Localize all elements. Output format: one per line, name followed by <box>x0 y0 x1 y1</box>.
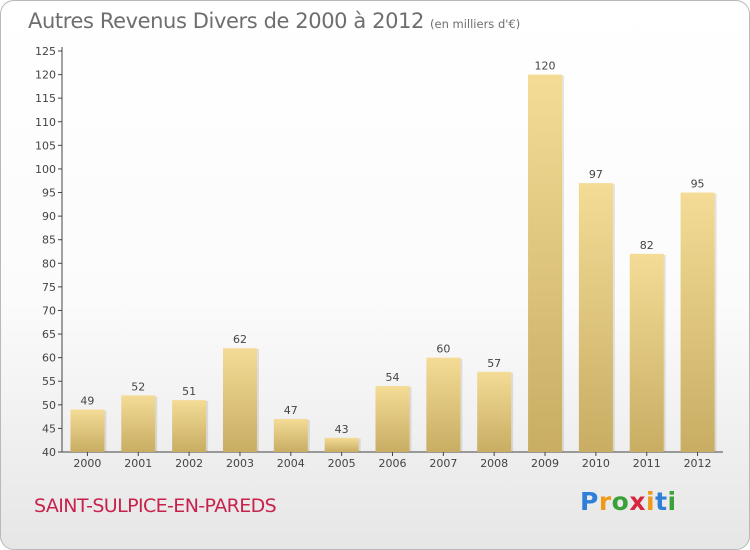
y-tick-label: 90 <box>42 210 56 223</box>
bar-2011 <box>629 253 664 452</box>
x-tick-label-2006: 2006 <box>379 457 407 470</box>
x-tick-label-2009: 2009 <box>531 457 559 470</box>
chart-subtitle: (en milliers d'€) <box>430 17 521 31</box>
bar-2000 <box>70 409 105 452</box>
value-label-2012: 95 <box>691 178 705 191</box>
y-tick-label: 45 <box>42 422 56 435</box>
y-tick-label: 40 <box>42 446 56 459</box>
x-tick-label-2010: 2010 <box>582 457 610 470</box>
chart-title: Autres Revenus Divers de 2000 à 2012 (en … <box>28 9 521 33</box>
x-tick-label-2001: 2001 <box>124 457 152 470</box>
value-label-2011: 82 <box>640 239 654 252</box>
x-tick-label-2005: 2005 <box>328 457 356 470</box>
x-tick-label-2011: 2011 <box>633 457 661 470</box>
bar-2008 <box>477 371 512 452</box>
y-tick-label: 125 <box>35 45 56 58</box>
y-tick-label: 65 <box>42 328 56 341</box>
y-tick-label: 85 <box>42 234 56 247</box>
y-tick-label: 100 <box>35 163 56 176</box>
value-label-2004: 47 <box>284 404 298 417</box>
bar-2012 <box>680 192 715 452</box>
value-label-2000: 49 <box>80 395 94 408</box>
logo-letter: o <box>611 487 630 516</box>
value-label-2008: 57 <box>487 357 501 370</box>
y-tick-label: 60 <box>42 352 56 365</box>
y-tick-label: 95 <box>42 187 56 200</box>
y-tick-label: 110 <box>35 116 56 129</box>
logo-letter: t <box>655 487 668 516</box>
bar-2006 <box>375 385 410 452</box>
value-label-2005: 43 <box>335 423 349 436</box>
y-tick-label: 55 <box>42 375 56 388</box>
x-tick-label-2003: 2003 <box>226 457 254 470</box>
value-label-2009: 120 <box>535 60 556 73</box>
value-label-2001: 52 <box>131 380 145 393</box>
x-tick-label-2004: 2004 <box>277 457 305 470</box>
x-tick-label-2008: 2008 <box>480 457 508 470</box>
logo-letter: i <box>667 487 677 516</box>
bar-2007 <box>426 357 461 452</box>
commune-name: SAINT-SULPICE-EN-PAREDS <box>34 495 277 517</box>
bar-2001 <box>121 395 156 452</box>
bar-2005 <box>324 437 359 452</box>
x-tick-label-2007: 2007 <box>429 457 457 470</box>
y-tick-label: 80 <box>42 257 56 270</box>
value-label-2006: 54 <box>386 371 400 384</box>
y-tick-label: 105 <box>35 139 56 152</box>
bar-2003 <box>222 348 257 452</box>
x-tick-label-2012: 2012 <box>684 457 712 470</box>
x-tick-label-2002: 2002 <box>175 457 203 470</box>
proxiti-logo[interactable]: Proxiti <box>580 487 677 516</box>
logo-letter: r <box>598 487 612 516</box>
y-tick-label: 70 <box>42 304 56 317</box>
y-tick-label: 120 <box>35 69 56 82</box>
value-label-2002: 51 <box>182 385 196 398</box>
y-tick-label: 50 <box>42 399 56 412</box>
value-label-2007: 60 <box>436 343 450 356</box>
logo-letter: i <box>646 487 656 516</box>
logo-letter: P <box>580 487 599 516</box>
bar-2010 <box>578 183 613 452</box>
value-label-2010: 97 <box>589 168 603 181</box>
x-tick-label-2000: 2000 <box>73 457 101 470</box>
logo-letter: x <box>629 487 646 516</box>
bar-2002 <box>172 400 207 452</box>
value-label-2003: 62 <box>233 333 247 346</box>
y-tick-label: 115 <box>35 92 56 105</box>
bar-2009 <box>528 74 563 453</box>
y-tick-label: 75 <box>42 281 56 294</box>
bar-2004 <box>273 418 308 452</box>
